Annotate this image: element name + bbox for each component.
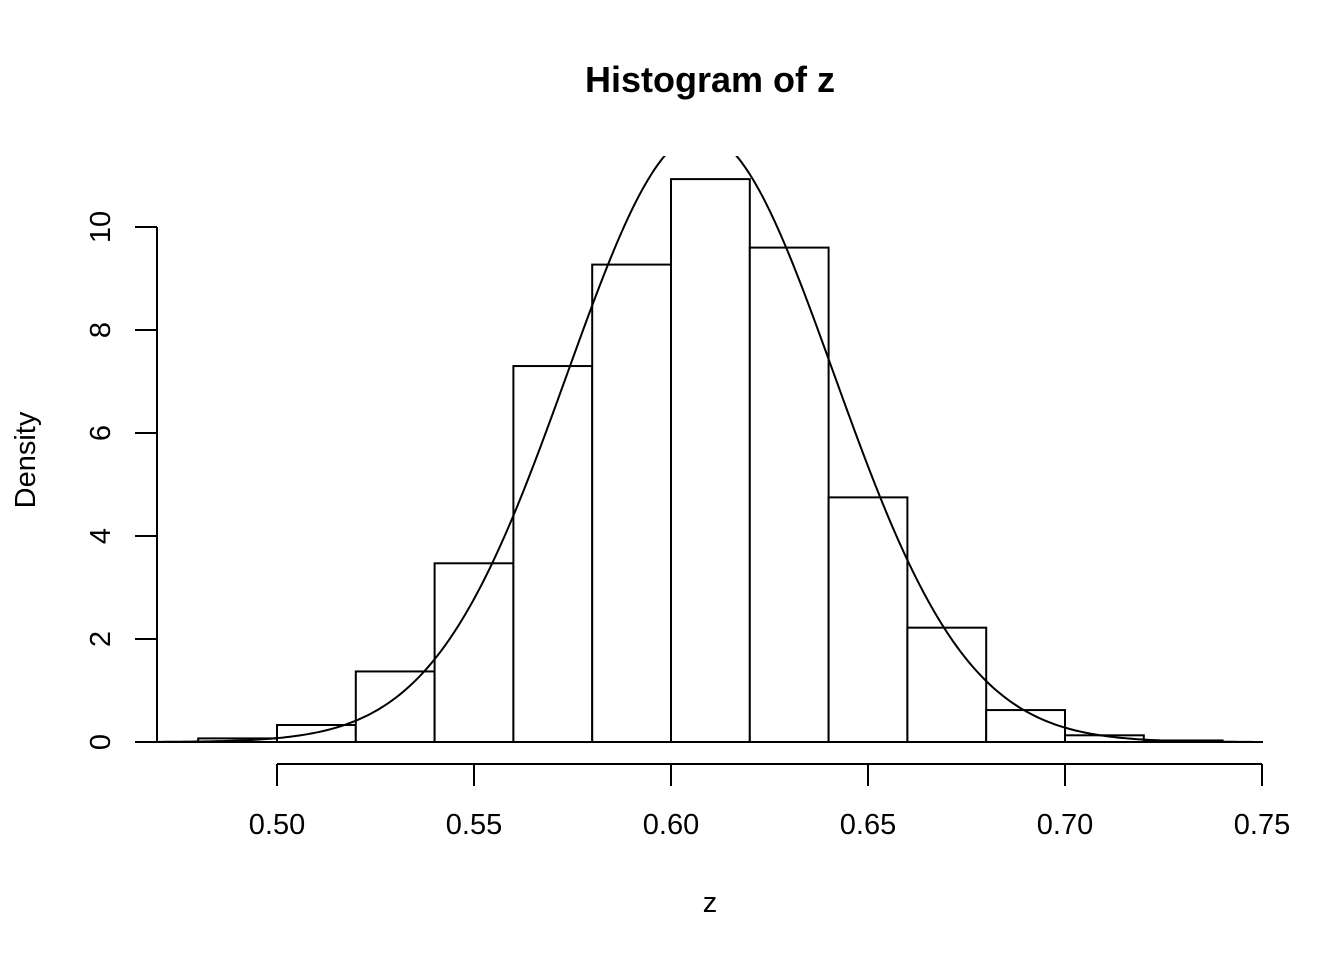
x-tick-label-3: 0.65: [840, 809, 896, 841]
y-tick-label-4: 8: [85, 322, 117, 338]
histogram-bar-5: [591, 263, 673, 743]
y-axis: 0 2 4 6 8 10: [85, 211, 158, 750]
y-tick-label-3: 6: [85, 425, 117, 441]
x-tick-label-4: 0.70: [1037, 809, 1093, 841]
x-tick-label-1: 0.55: [446, 809, 502, 841]
x-tick-label-5: 0.75: [1234, 809, 1290, 841]
x-axis-label: z: [703, 887, 718, 919]
y-tick-label-0: 0: [85, 734, 117, 750]
histogram-bar-8: [827, 496, 909, 743]
histogram-bar-6: [670, 178, 751, 744]
y-axis-label: Density: [10, 411, 42, 508]
chart-title: Histogram of z: [585, 59, 835, 100]
x-tick-label-0: 0.50: [249, 809, 305, 841]
x-tick-label-2: 0.60: [643, 809, 699, 841]
bars: [157, 178, 1263, 744]
y-tick-label-1: 2: [85, 631, 117, 647]
histogram-bar-7: [748, 246, 830, 743]
histogram-bar-10: [985, 709, 1067, 744]
density-curve-layer: [158, 156, 1253, 743]
density-curve: [158, 156, 1253, 743]
y-tick-label-2: 4: [85, 528, 117, 544]
y-tick-label-5: 10: [85, 211, 117, 243]
histogram-bar-4: [512, 365, 594, 743]
histogram-bar-3: [433, 562, 515, 743]
histogram-bar-2: [354, 670, 436, 744]
x-axis: 0.50 0.55 0.60 0.65 0.70 0.75: [249, 763, 1290, 841]
histogram-bar-9: [906, 626, 988, 743]
